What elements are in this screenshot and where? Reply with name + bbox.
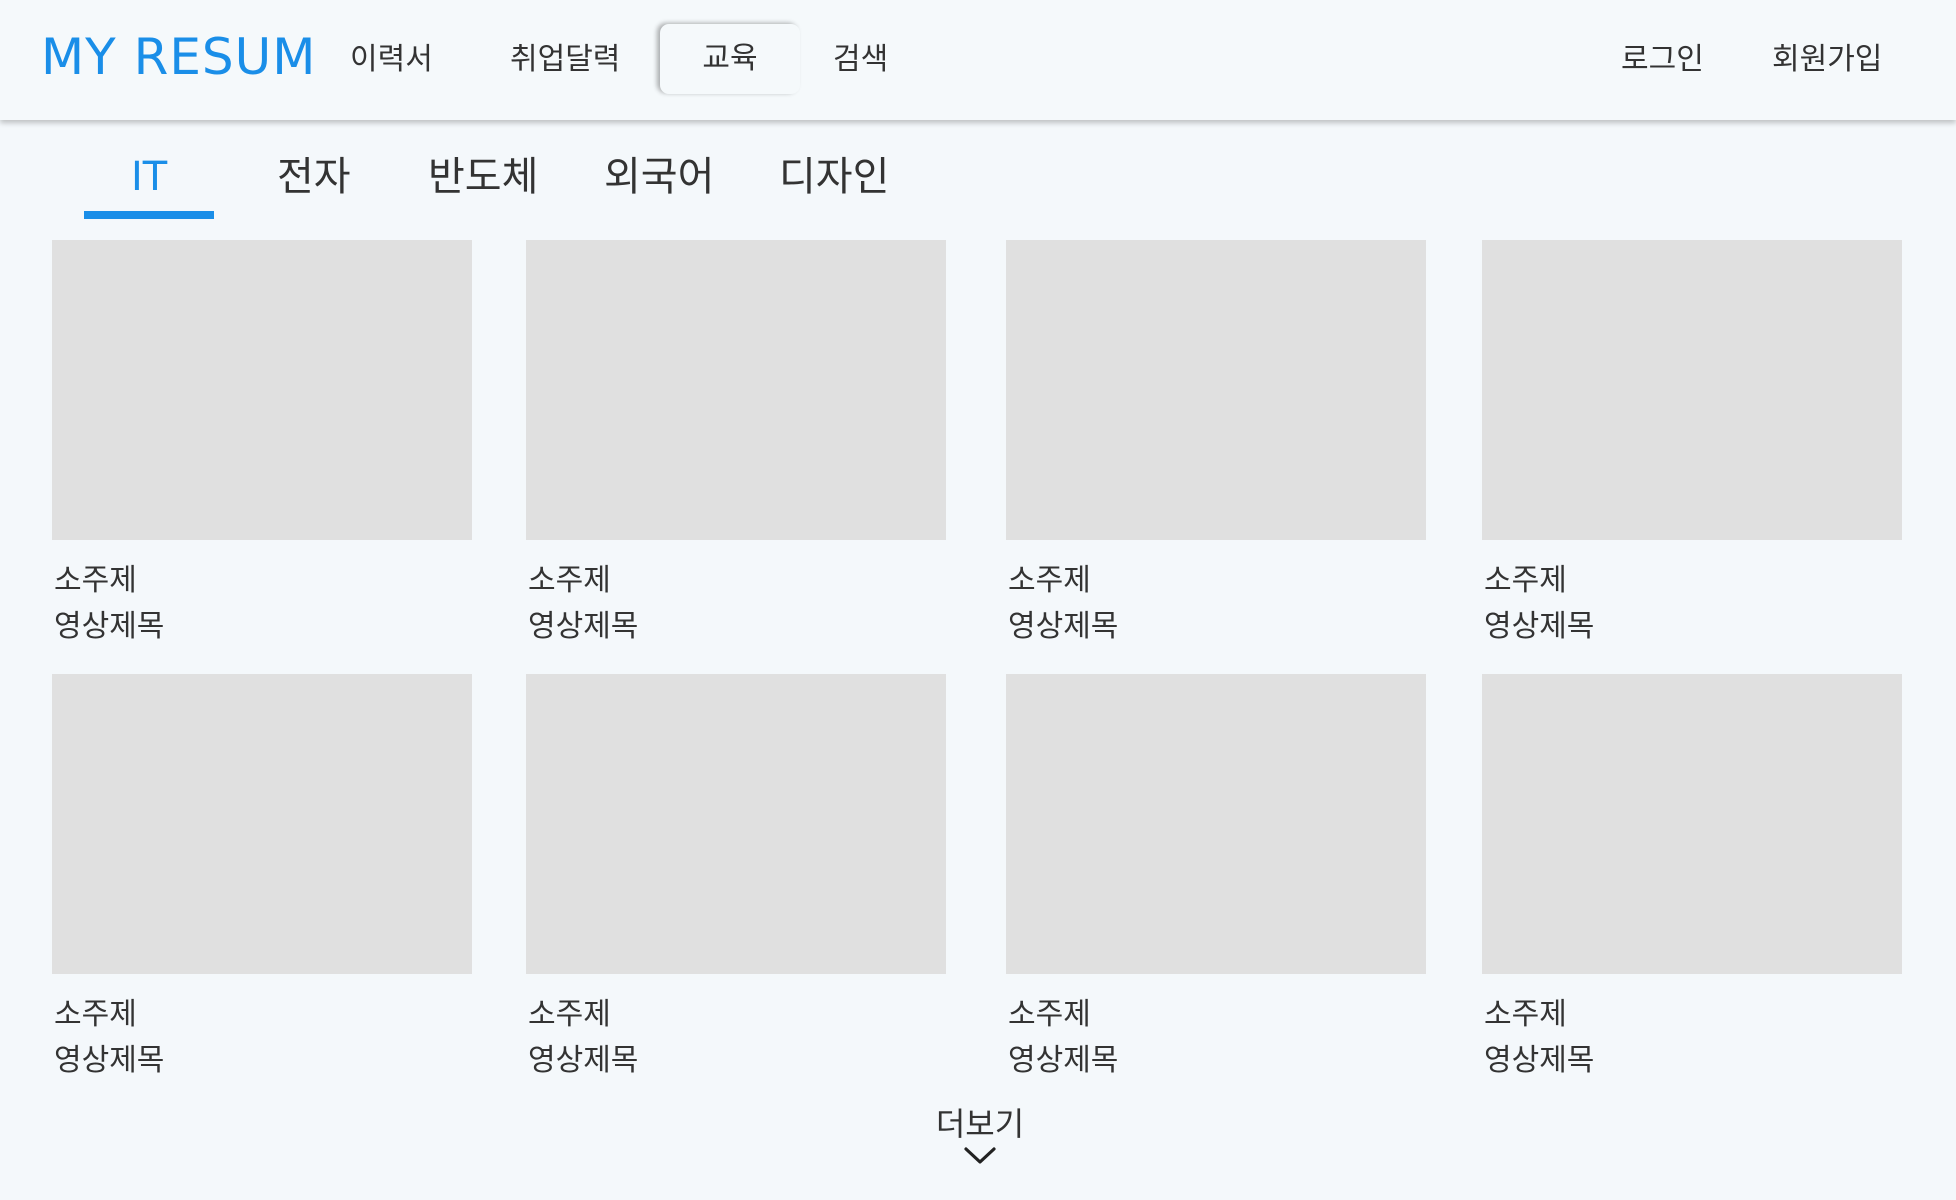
signup-button[interactable]: 회원가입 [1772,42,1883,77]
tab-semiconductor[interactable]: 반도체 [428,154,539,200]
top-navigation-bar: MY RESUM 이력서 취업달력 교육 검색 로그인 회원가입 [0,0,1956,120]
tab-design[interactable]: 디자인 [779,154,890,200]
nav-item-search[interactable]: 검색 [833,42,889,77]
active-tab-indicator [84,211,214,219]
chevron-down-icon[interactable] [963,1146,997,1166]
video-card[interactable]: 소주제 영상제목 [526,240,946,650]
load-more-button[interactable]: 더보기 [880,1100,1080,1166]
video-subject: 소주제 [1484,563,1567,598]
video-card[interactable]: 소주제 영상제목 [1006,240,1426,650]
video-title: 영상제목 [528,1043,639,1078]
nav-item-resume[interactable]: 이력서 [350,42,433,77]
tab-foreign-language[interactable]: 외국어 [604,154,715,200]
tab-electronics[interactable]: 전자 [277,154,351,200]
video-title: 영상제목 [54,609,165,644]
video-card[interactable]: 소주제 영상제목 [526,674,946,1084]
nav-item-job-calendar[interactable]: 취업달력 [510,42,621,77]
video-thumbnail[interactable] [526,674,946,974]
video-card[interactable]: 소주제 영상제목 [1482,674,1902,1084]
load-more-label: 더보기 [935,1105,1025,1143]
tab-it[interactable]: IT [131,154,168,200]
video-subject: 소주제 [528,997,611,1032]
login-button[interactable]: 로그인 [1621,42,1704,77]
video-card[interactable]: 소주제 영상제목 [52,240,472,650]
video-thumbnail[interactable] [52,674,472,974]
video-title: 영상제목 [528,609,639,644]
video-thumbnail[interactable] [1006,240,1426,540]
video-thumbnail[interactable] [526,240,946,540]
video-title: 영상제목 [1008,609,1119,644]
video-thumbnail[interactable] [1006,674,1426,974]
video-card[interactable]: 소주제 영상제목 [1482,240,1902,650]
video-subject: 소주제 [528,563,611,598]
video-thumbnail[interactable] [52,240,472,540]
nav-item-education[interactable]: 교육 [660,24,800,94]
video-subject: 소주제 [1008,997,1091,1032]
video-title: 영상제목 [1484,1043,1595,1078]
video-subject: 소주제 [1008,563,1091,598]
video-subject: 소주제 [54,997,137,1032]
video-title: 영상제목 [1484,609,1595,644]
video-subject: 소주제 [54,563,137,598]
video-subject: 소주제 [1484,997,1567,1032]
video-title: 영상제목 [54,1043,165,1078]
video-thumbnail[interactable] [1482,674,1902,974]
video-card[interactable]: 소주제 영상제목 [52,674,472,1084]
video-title: 영상제목 [1008,1043,1119,1078]
video-card[interactable]: 소주제 영상제목 [1006,674,1426,1084]
site-logo[interactable]: MY RESUM [41,28,317,86]
video-thumbnail[interactable] [1482,240,1902,540]
